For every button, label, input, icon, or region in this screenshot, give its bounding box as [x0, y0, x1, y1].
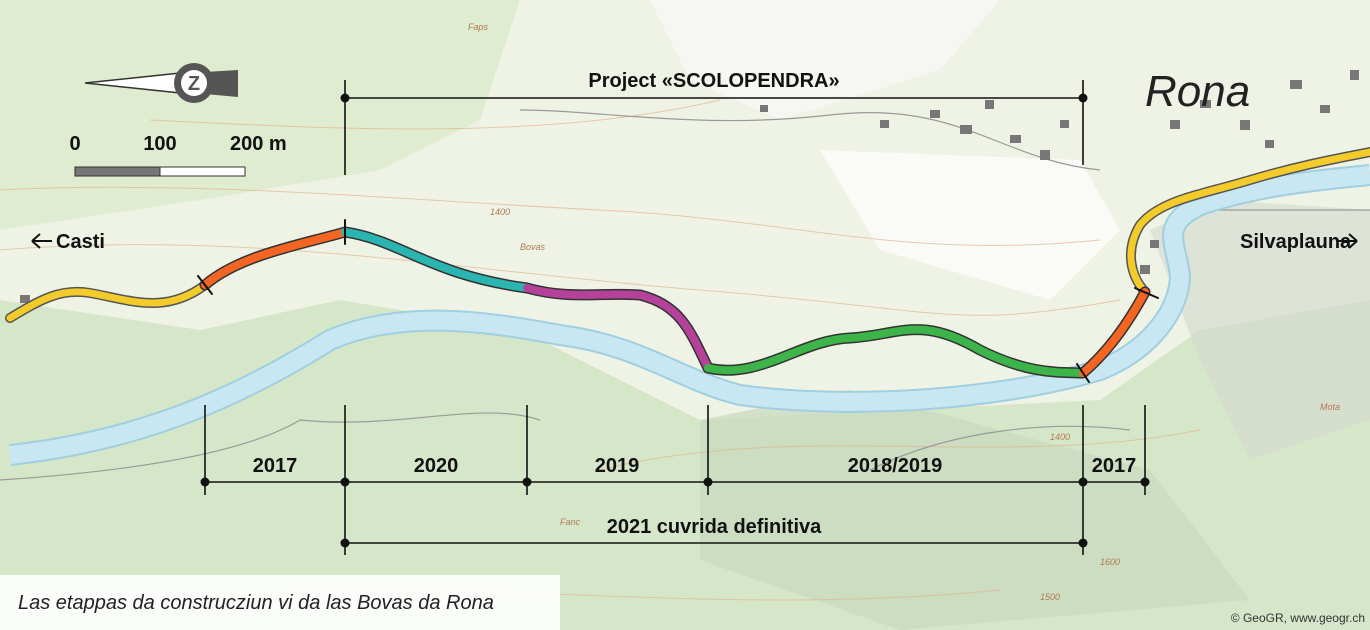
- scale-label: 200 m: [230, 133, 287, 155]
- contour-label: 1400: [1050, 432, 1070, 442]
- stage-label: 2017: [1092, 455, 1137, 477]
- scale-label: 100: [143, 133, 176, 155]
- direction-label: Silvaplauna: [1240, 231, 1352, 253]
- stage-label: 2018/2019: [848, 455, 943, 477]
- contour-label: 1400: [490, 207, 510, 217]
- stage-label: 2020: [414, 455, 459, 477]
- stage-label: 2017: [253, 455, 298, 477]
- stage-label: 2019: [595, 455, 640, 477]
- caption: Las etappas da construcziun vi da las Bo…: [18, 592, 494, 614]
- copyright: © GeoGR, www.geogr.ch: [1231, 611, 1365, 625]
- scale-label: 0: [69, 133, 80, 155]
- svg-text:Z: Z: [188, 73, 200, 95]
- direction-label: Casti: [56, 231, 105, 253]
- place-name: Fanc: [560, 517, 581, 527]
- contour-label: 1500: [1040, 592, 1060, 602]
- map: Z 0 100 200 m Project «SCOLOPENDRA» Rona…: [0, 0, 1370, 630]
- final-stage-label: 2021 cuvrida definitiva: [607, 516, 822, 538]
- town-name: Rona: [1145, 67, 1250, 116]
- place-name: Mota: [1320, 402, 1340, 412]
- project-label: Project «SCOLOPENDRA»: [588, 70, 839, 92]
- place-name: Faps: [468, 22, 489, 32]
- contour-label: 1600: [1100, 557, 1120, 567]
- place-name: Bovas: [520, 242, 546, 252]
